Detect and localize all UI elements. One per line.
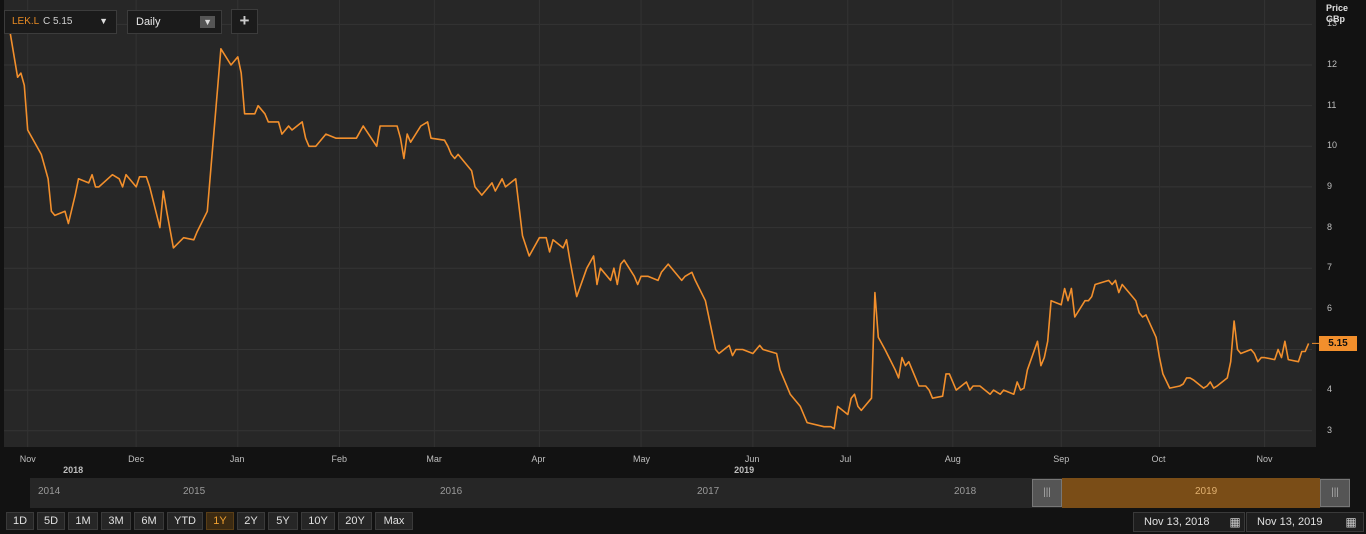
y-axis-unit-price: Price bbox=[1326, 3, 1349, 13]
y-tick-label: 8 bbox=[1327, 221, 1333, 232]
close-price-label: C 5.15 bbox=[43, 16, 73, 27]
start-date-field[interactable]: Nov 13, 2018 bbox=[1133, 512, 1245, 532]
x-tick-label: Mar bbox=[426, 454, 442, 464]
range-button-5y[interactable]: 5Y bbox=[268, 512, 298, 530]
y-axis-unit: Price GBp bbox=[1326, 3, 1348, 25]
y-axis-unit-currency: GBp bbox=[1326, 14, 1345, 24]
y-tick-label: 3 bbox=[1327, 424, 1333, 435]
x-tick-label: Aug bbox=[944, 454, 961, 464]
y-tick-label: 13 bbox=[1327, 18, 1338, 29]
x-year-label: 2019 bbox=[734, 465, 755, 475]
range-button-1m[interactable]: 1M bbox=[68, 512, 98, 530]
navigator-year-label: 2018 bbox=[954, 486, 977, 497]
navigator-year-label: 2017 bbox=[697, 486, 720, 497]
x-tick-label: Oct bbox=[1151, 454, 1166, 464]
x-tick-label: Apr bbox=[531, 454, 546, 464]
x-tick-label: Feb bbox=[331, 454, 347, 464]
navigator-year-label: 2015 bbox=[183, 486, 206, 497]
range-button-1d[interactable]: 1D bbox=[6, 512, 34, 530]
interval-label: Daily bbox=[136, 16, 161, 28]
navigator-selected-window[interactable] bbox=[1062, 478, 1320, 508]
x-tick-label: Sep bbox=[1053, 454, 1070, 464]
calendar-icon[interactable]: ▦ bbox=[1345, 515, 1357, 529]
y-tick-label: 7 bbox=[1327, 262, 1333, 273]
range-button-ytd[interactable]: YTD bbox=[167, 512, 203, 530]
x-tick-label: Nov bbox=[1256, 454, 1273, 464]
x-tick-label: Jul bbox=[839, 454, 852, 464]
chart-grid bbox=[4, 23, 1312, 432]
x-tick-label: Dec bbox=[128, 454, 145, 464]
add-study-button[interactable]: + bbox=[231, 9, 258, 34]
chart-plot-area[interactable] bbox=[4, 0, 1316, 447]
x-year-label: 2018 bbox=[63, 465, 84, 475]
chevron-down-icon[interactable]: ▼ bbox=[99, 16, 108, 26]
y-tick-label: 11 bbox=[1327, 99, 1337, 110]
last-price-tag: 5.15 bbox=[1319, 336, 1357, 352]
navigator-year-label: 2016 bbox=[440, 486, 463, 497]
range-button-5d[interactable]: 5D bbox=[37, 512, 65, 530]
chart-month-gridlines bbox=[27, 0, 1266, 447]
y-tick-label: 12 bbox=[1327, 59, 1338, 70]
range-button-3m[interactable]: 3M bbox=[101, 512, 131, 530]
x-tick-label: Nov bbox=[19, 454, 36, 464]
y-tick-label: 6 bbox=[1327, 302, 1333, 313]
y-tick-label: 10 bbox=[1327, 140, 1338, 151]
navigator-year-label: 2019 bbox=[1195, 486, 1218, 497]
navigator-year-label: 2014 bbox=[38, 486, 61, 497]
range-button-6m[interactable]: 6M bbox=[134, 512, 164, 530]
interval-selector[interactable]: Daily ▼ bbox=[127, 10, 222, 34]
navigator-left-handle[interactable]: ||| bbox=[1032, 479, 1062, 507]
x-tick-label: May bbox=[633, 454, 651, 464]
navigator-right-handle[interactable]: ||| bbox=[1320, 479, 1350, 507]
x-tick-label: Jun bbox=[744, 454, 760, 464]
range-button-max[interactable]: Max bbox=[375, 512, 413, 530]
symbol-selector[interactable]: LEK.L C 5.15 ▼ bbox=[4, 10, 117, 34]
chevron-down-icon[interactable]: ▼ bbox=[200, 16, 215, 28]
y-tick-label: 4 bbox=[1327, 384, 1333, 395]
y-tick-label: 9 bbox=[1327, 180, 1333, 191]
range-button-20y[interactable]: 20Y bbox=[338, 512, 372, 530]
range-button-10y[interactable]: 10Y bbox=[301, 512, 335, 530]
range-button-2y[interactable]: 2Y bbox=[237, 512, 265, 530]
calendar-icon[interactable]: ▦ bbox=[1229, 515, 1241, 529]
range-button-1y[interactable]: 1Y bbox=[206, 512, 234, 530]
end-date-field[interactable]: Nov 13, 2019 bbox=[1246, 512, 1364, 532]
symbol-label: LEK.L bbox=[12, 16, 40, 27]
price-series-line bbox=[6, 16, 1310, 430]
x-tick-label: Jan bbox=[229, 454, 245, 464]
